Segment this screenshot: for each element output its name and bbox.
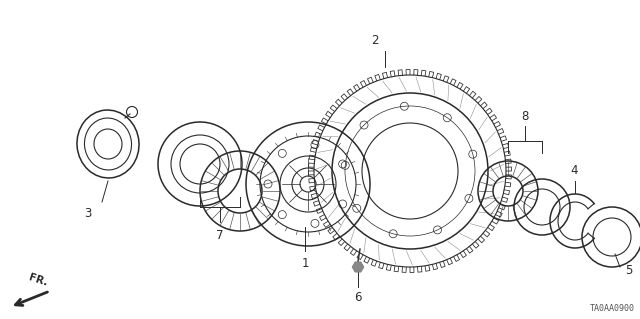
Text: 3: 3 (84, 207, 92, 220)
Text: 4: 4 (570, 164, 578, 177)
Text: 2: 2 (371, 34, 379, 47)
Text: FR.: FR. (28, 272, 49, 288)
Text: 5: 5 (625, 264, 632, 278)
Text: 6: 6 (355, 291, 362, 304)
Text: 7: 7 (216, 229, 224, 242)
Text: 8: 8 (522, 110, 529, 123)
Polygon shape (353, 262, 364, 272)
Text: 1: 1 (301, 257, 308, 270)
Text: TA0AA0900: TA0AA0900 (590, 304, 635, 313)
